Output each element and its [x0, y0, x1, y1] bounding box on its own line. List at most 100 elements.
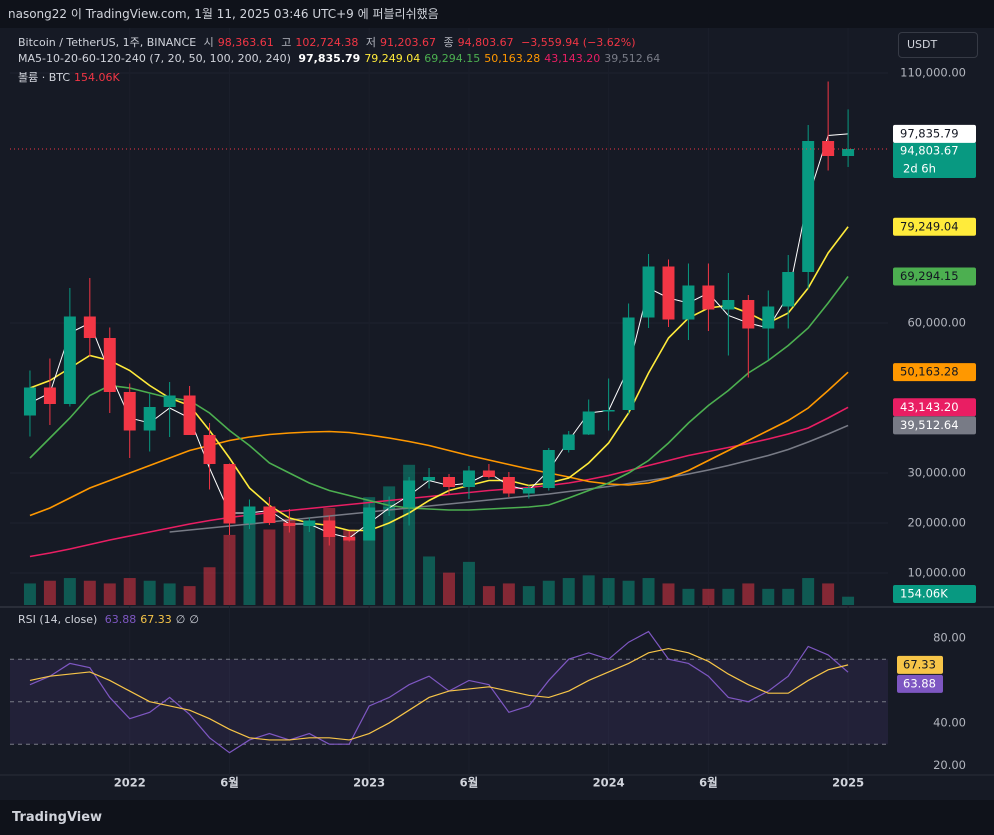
volume-bar: [443, 572, 455, 605]
volume-bar: [283, 518, 296, 605]
volume-bar: [482, 586, 495, 605]
y-tick-label: 20,000.00: [907, 516, 966, 530]
ma-tag: 50,163.28: [900, 365, 959, 379]
volume-bar: [462, 561, 475, 605]
ma-value: 43,143.20: [544, 52, 601, 65]
y-tick-label: 60,000.00: [907, 316, 966, 330]
volume-bar: [243, 513, 256, 605]
candle-body: [183, 395, 196, 435]
volume-bar: [682, 588, 695, 605]
legend-volume: 볼륨 · BTC 154.06K: [18, 69, 124, 85]
volume-bar: [83, 580, 96, 605]
symbol[interactable]: Bitcoin / TetherUS, 1주, BINANCE: [18, 36, 197, 49]
ma-value: 97,835.79: [298, 52, 361, 65]
volume-bar: [642, 578, 655, 605]
candle-body: [383, 507, 396, 509]
ma-tag: 69,294.15: [900, 269, 959, 283]
candle-body: [642, 266, 655, 318]
rsi-line: [29, 630, 849, 754]
brand: TradingView: [0, 800, 994, 835]
candle-body: [283, 523, 296, 526]
ma-value: 39,512.64: [604, 52, 661, 65]
candle-body: [243, 506, 256, 524]
candle-body: [502, 477, 515, 494]
candle-body: [582, 411, 595, 435]
volume-bar: [143, 580, 156, 605]
volume-bar: [203, 567, 216, 605]
ma-value: 79,249.04: [364, 52, 421, 65]
candle-body: [702, 285, 715, 310]
volume-bar: [23, 583, 36, 605]
currency-button[interactable]: USDT: [898, 32, 978, 58]
ma-tag: 97,835.79: [900, 126, 959, 140]
candle-body: [443, 477, 455, 487]
volume-bar: [263, 529, 276, 605]
ma-title[interactable]: MA5-10-20-60-120-240 (7, 20, 50, 100, 20…: [18, 52, 291, 65]
volume-bar: [542, 580, 555, 605]
ma-tag: 79,249.04: [900, 219, 959, 233]
candle-body: [203, 435, 216, 464]
volume-bar: [423, 556, 436, 605]
candle-body: [802, 141, 815, 272]
rsi-ma-value: 67.33: [140, 613, 172, 626]
volume-bar: [802, 578, 815, 605]
x-tick-label: 6월: [699, 776, 718, 790]
volume-bar: [363, 497, 376, 605]
x-tick-label: 2024: [593, 776, 625, 790]
rsi-title[interactable]: RSI (14, close): [18, 613, 98, 626]
volume-bar: [562, 578, 575, 605]
ma-tag-bg: [893, 267, 976, 286]
y-tick-label: 110,000.00: [900, 66, 966, 80]
legend-rsi: RSI (14, close) 63.88 67.33 ∅ ∅: [18, 613, 203, 626]
candle-body: [103, 338, 116, 392]
volume-bar: [662, 583, 675, 605]
low-label: 저: [365, 36, 376, 49]
rsi-ma-tag: 67.33: [903, 657, 936, 671]
ma-value: 69,294.15: [424, 52, 481, 65]
volume-bar: [522, 586, 535, 605]
candle-body: [423, 477, 436, 481]
volume-bar: [123, 578, 136, 605]
rsi-tick-label: 20.00: [933, 758, 966, 772]
change: −3,559.94 (−3.62%): [521, 36, 636, 49]
candle-body: [462, 470, 475, 487]
rsi-extra: ∅: [175, 613, 186, 626]
open-value: 98,363.61: [217, 36, 274, 49]
publish-bar: nasong22 이 TradingView.com, 1월 11, 2025 …: [0, 0, 994, 28]
ma-tag-bg: [893, 363, 976, 382]
candle-body: [722, 300, 735, 310]
ma-line: [29, 371, 849, 517]
candle-body: [562, 434, 575, 450]
legend-ma: MA5-10-20-60-120-240 (7, 20, 50, 100, 20…: [18, 52, 664, 65]
candle-body: [622, 317, 635, 410]
high-label: 고: [281, 36, 292, 49]
rsi-value: 63.88: [104, 613, 137, 626]
volume-bar: [822, 583, 835, 605]
legend-ohlc: Bitcoin / TetherUS, 1주, BINANCE 시 98,363.…: [18, 34, 640, 50]
candle-body: [23, 387, 36, 416]
open-label: 시: [203, 36, 214, 49]
close-value: 94,803.67: [457, 36, 514, 49]
volume-bar: [502, 583, 515, 605]
candle-body: [842, 148, 855, 156]
volume-tag-bg: [893, 585, 976, 603]
volume-bar: [782, 588, 795, 605]
volume-title[interactable]: 볼륨 · BTC: [18, 71, 71, 84]
y-tick-label: 10,000.00: [907, 566, 966, 580]
x-tick-label: 2025: [832, 776, 864, 790]
ma-line: [169, 424, 849, 533]
candle-body: [782, 272, 795, 307]
rsi-ma-line: [29, 647, 849, 741]
candle-body: [363, 507, 376, 541]
last-price-tag-bg: [893, 141, 976, 178]
volume-bar: [762, 588, 775, 605]
candle-body: [223, 464, 236, 524]
volume-bar: [343, 529, 356, 605]
candle-body: [522, 488, 535, 494]
candle-body: [143, 407, 156, 431]
ma-tag-bg: [893, 416, 976, 435]
candle-body: [822, 141, 835, 156]
candle-body: [123, 392, 136, 431]
